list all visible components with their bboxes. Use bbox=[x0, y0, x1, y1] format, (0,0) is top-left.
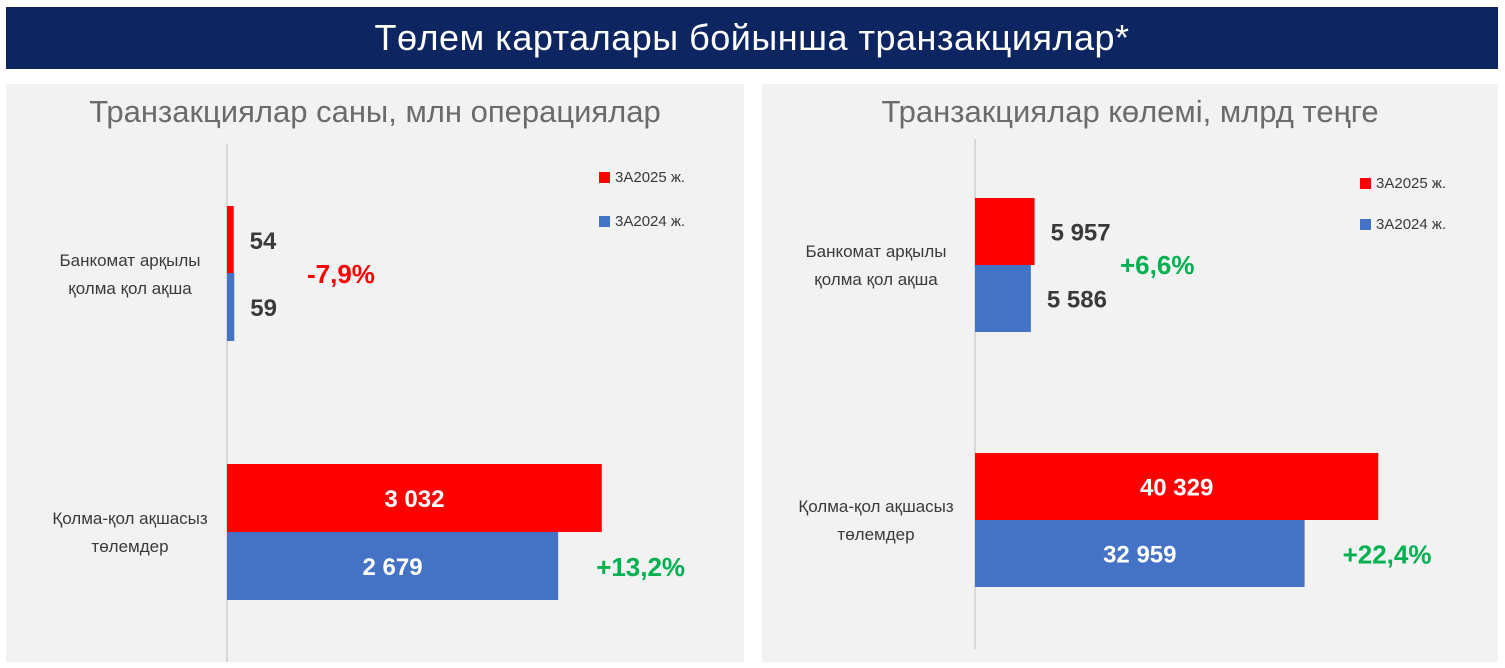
data-label: 2 679 bbox=[363, 554, 423, 581]
data-label: 3 032 bbox=[384, 486, 444, 513]
category-label: Қолма-қол ақшасыз bbox=[798, 497, 954, 516]
legend-label: 3А2025 ж. bbox=[1376, 175, 1446, 192]
category-label: қолма қол ақша bbox=[814, 270, 938, 289]
legend-swatch bbox=[1360, 219, 1371, 230]
change-percent: +6,6% bbox=[1120, 250, 1194, 280]
chart-panel-volume: Транзакциялар көлемі, млрд теңге 3А2025 … bbox=[762, 84, 1498, 662]
bar bbox=[227, 206, 234, 274]
category-label: Банкомат арқылы bbox=[59, 251, 200, 270]
chart-panel-count: Транзакциялар саны, млн операциялар 3А20… bbox=[6, 84, 744, 662]
bar bbox=[975, 198, 1035, 265]
bar bbox=[975, 453, 1379, 520]
data-label: 5 957 bbox=[1051, 220, 1111, 247]
legend-label: 3А2024 ж. bbox=[1376, 216, 1446, 233]
data-label: 54 bbox=[250, 228, 277, 255]
change-percent: -7,9% bbox=[307, 259, 375, 289]
data-label: 32 959 bbox=[1103, 542, 1176, 569]
data-label: 59 bbox=[250, 295, 277, 322]
data-label: 40 329 bbox=[1140, 475, 1213, 502]
category-label: төлемдер bbox=[837, 525, 914, 544]
change-percent: +22,4% bbox=[1343, 540, 1432, 570]
chart-title: Транзакциялар саны, млн операциялар bbox=[89, 94, 661, 129]
category-label: Банкомат арқылы bbox=[805, 242, 946, 261]
chart-title: Транзакциялар көлемі, млрд теңге bbox=[881, 94, 1379, 129]
page-title: Төлем карталары бойынша транзакциялар* bbox=[374, 17, 1130, 58]
bar bbox=[227, 532, 559, 600]
category-label: қолма қол ақша bbox=[68, 279, 192, 298]
category-label: Қолма-қол ақшасыз bbox=[52, 509, 208, 528]
category-label: төлемдер bbox=[91, 537, 168, 556]
change-percent: +13,2% bbox=[596, 552, 685, 582]
legend-swatch bbox=[599, 172, 610, 183]
bar bbox=[227, 464, 602, 532]
bar bbox=[975, 520, 1305, 587]
header-banner: Төлем карталары бойынша транзакциялар* bbox=[6, 7, 1498, 69]
legend-swatch bbox=[1360, 178, 1371, 189]
chart-count-svg: 3А2025 ж. 3А2024 ж. 54 59 Банкомат арқылы қол… bbox=[52, 144, 685, 662]
data-label: 5 586 bbox=[1047, 287, 1107, 314]
chart-volume-svg: 3А2025 ж. 3А2024 ж. 5 957 5 586 Банкомат арқ… bbox=[798, 139, 1446, 649]
legend-swatch bbox=[599, 216, 610, 227]
legend-label: 3А2025 ж. bbox=[615, 169, 685, 186]
bar bbox=[227, 273, 235, 341]
legend-label: 3А2024 ж. bbox=[615, 213, 685, 230]
bar bbox=[975, 265, 1031, 332]
